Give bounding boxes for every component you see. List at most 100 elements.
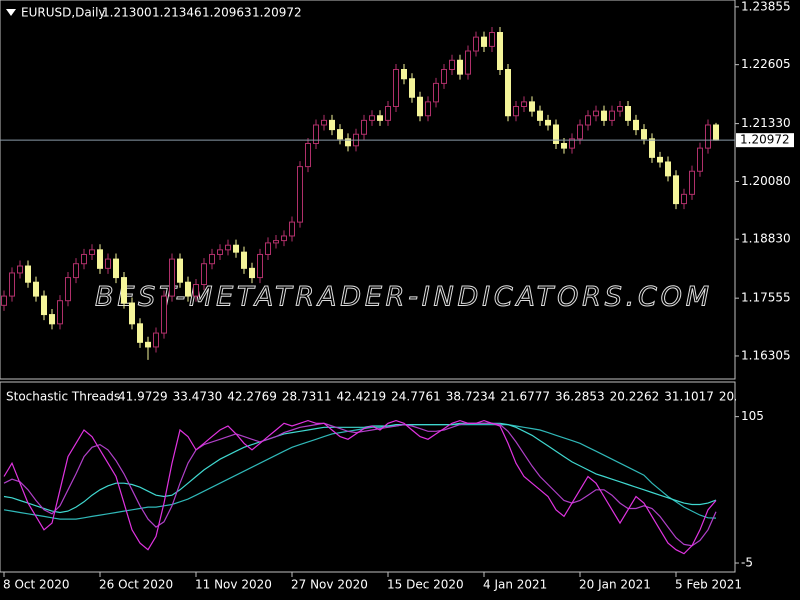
candle-body (425, 101, 431, 117)
candle-body (497, 32, 503, 71)
candle-body (233, 244, 239, 253)
y-tick-label: 1.16305 (741, 348, 791, 362)
ohlc-value: 1.21346 (152, 6, 202, 20)
candle-body (641, 129, 647, 140)
candle-body (209, 253, 215, 265)
candle-body (385, 106, 391, 121)
price-tag-label: 1.20972 (740, 133, 790, 147)
candle-body (377, 115, 383, 121)
candle-body (345, 138, 351, 147)
candle-body (321, 119, 327, 126)
indicator-title: Stochastic Threads (6, 390, 120, 404)
candle-body (521, 101, 527, 108)
candle-body (697, 147, 703, 172)
candle-body (513, 106, 519, 117)
candle-body (577, 124, 583, 140)
candle-body (449, 59, 455, 71)
x-tick-label: 15 Dec 2020 (387, 578, 464, 592)
candle-body (609, 110, 615, 121)
candle-body (649, 138, 655, 158)
axis-mask (736, 383, 800, 571)
collapse-arrow[interactable] (6, 9, 16, 16)
indicator-value: 36.2853 (555, 390, 605, 404)
candle-body (145, 341, 151, 348)
candle-body (257, 253, 263, 279)
candle-body (489, 32, 495, 47)
candle-body (113, 258, 119, 279)
candle-body (65, 277, 71, 302)
candle-body (401, 69, 407, 80)
candle-body (33, 281, 39, 297)
candle-body (193, 284, 199, 297)
candle-body (537, 110, 543, 121)
candle-body (265, 242, 271, 255)
indicator-value: 28.7311 (282, 390, 332, 404)
candle-body (369, 115, 375, 121)
indicator-value: 20.2262 (610, 390, 660, 404)
indicator-value: 42.4219 (337, 390, 387, 404)
candle-body (121, 277, 127, 304)
candle-body (505, 69, 511, 117)
thread-line (3, 422, 717, 514)
indicator-value: 24.7761 (391, 390, 441, 404)
candle-body (153, 332, 159, 348)
price-tag (736, 133, 794, 148)
candle-body (57, 300, 63, 325)
y-tick-label: 105 (741, 409, 764, 423)
ohlc-value: 1.20963 (202, 6, 252, 20)
candle-body (569, 138, 575, 149)
candle-body (249, 267, 255, 279)
candle-body (481, 36, 487, 47)
x-tick-label: 5 Feb 2021 (675, 578, 742, 592)
candle-body (41, 295, 47, 316)
candle-body (73, 263, 79, 279)
candle-body (409, 78, 415, 98)
x-tick-label: 8 Oct 2020 (3, 578, 70, 592)
candle-body (457, 59, 463, 75)
candle-body (169, 258, 175, 297)
candle-body (185, 281, 191, 297)
candle-body (329, 119, 335, 131)
candle-body (361, 119, 367, 135)
indicator-value: 31.1017 (664, 390, 714, 404)
candle-body (161, 295, 167, 334)
x-tick-label: 27 Nov 2020 (291, 578, 368, 592)
candle-body (617, 106, 623, 112)
candle-body (217, 249, 223, 255)
candle-body (241, 251, 247, 269)
indicator-value: 21.6777 (500, 390, 550, 404)
candle-body (689, 170, 695, 195)
candle-body (393, 69, 399, 108)
candle-body (17, 265, 23, 274)
x-tick-label: 4 Jan 2021 (483, 578, 547, 592)
thread-line (3, 419, 717, 555)
candle-body (673, 175, 679, 205)
candle-body (417, 96, 423, 117)
y-tick-label: 1.21330 (741, 116, 791, 130)
candle-body (633, 119, 639, 131)
price-pane (0, 0, 736, 380)
y-tick-label: 1.23855 (741, 0, 791, 13)
candle-body (137, 323, 143, 343)
indicator-value: 33.4730 (173, 390, 223, 404)
y-tick-label: 1.20080 (741, 174, 791, 188)
candle-body (529, 101, 535, 112)
symbol-label: EURUSD,Daily (21, 6, 106, 20)
candle-body (657, 156, 663, 163)
candle-body (177, 258, 183, 283)
y-tick-label: 1.17555 (741, 291, 791, 305)
candle-body (305, 142, 311, 168)
ohlc-value: 1.21300 (102, 6, 152, 20)
candle-body (601, 110, 607, 121)
candle-body (713, 124, 719, 141)
y-tick-label: -5 (741, 556, 753, 570)
candle-body (313, 124, 319, 144)
candle-body (297, 166, 303, 223)
x-tick-label: 20 Jan 2021 (579, 578, 651, 592)
indicator-pane (0, 381, 736, 573)
candle-body (81, 253, 87, 265)
candle-body (705, 124, 711, 149)
candle-body (585, 115, 591, 126)
candle-body (681, 193, 687, 205)
candle-body (441, 69, 447, 84)
